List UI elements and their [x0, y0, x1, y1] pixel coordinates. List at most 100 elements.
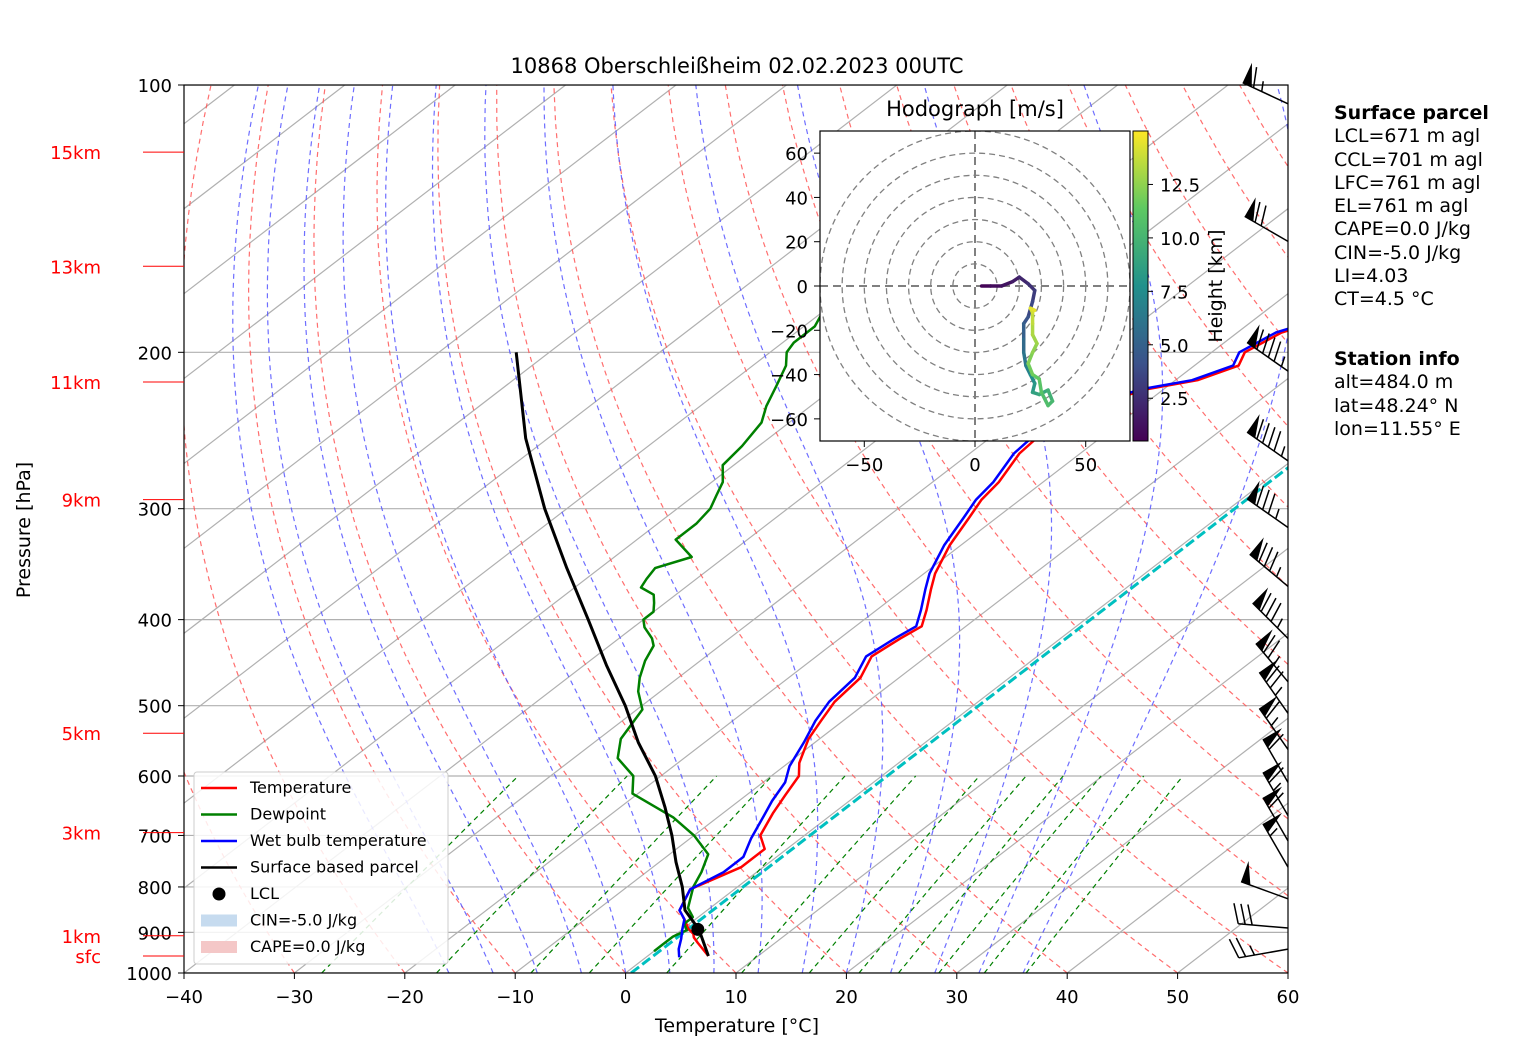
dry-adiabat	[667, 85, 1288, 973]
barb-full	[1247, 904, 1253, 926]
colorbar-tick-label: 10.0	[1160, 229, 1200, 250]
y-tick-label: 200	[138, 343, 172, 364]
legend: Temperature Dewpoint Wet bulb temperature S…	[193, 771, 449, 965]
moist-adiabat	[342, 85, 582, 973]
x-axis-label: Temperature [°C]	[654, 1015, 819, 1037]
height-label: 3km	[62, 824, 101, 845]
barb-full	[1233, 903, 1239, 924]
wind-barb	[1262, 786, 1289, 842]
barb-half	[1260, 81, 1264, 92]
wind-barb	[1246, 480, 1289, 529]
dry-adiabat	[496, 85, 958, 973]
y-tick-label: 400	[138, 611, 172, 632]
x-tick-label: 50	[1166, 987, 1189, 1008]
y-tick-label: 700	[138, 826, 172, 847]
surface-parcel-line: CAPE=0.0 J/kg	[1334, 218, 1471, 241]
isotherm-line	[294, 207, 1288, 973]
hodograph-trace-segment	[1026, 350, 1035, 366]
barb-full	[1256, 418, 1265, 440]
hodograph-title: Hodograph [m/s]	[886, 97, 1064, 121]
wind-barb	[1262, 728, 1289, 783]
reference-isotherm	[630, 465, 1288, 973]
barb-full	[1260, 592, 1272, 612]
surface-parcel-line: EL=761 m agl	[1334, 195, 1469, 218]
moist-adiabat	[695, 85, 884, 973]
barb-full	[1268, 767, 1284, 784]
dry-adiabat	[247, 85, 516, 973]
barb-shaft	[1238, 922, 1289, 929]
y-tick-label: 800	[138, 878, 172, 899]
surface-parcel-line: CCL=701 m agl	[1334, 148, 1483, 171]
mixing-ratio-line	[858, 775, 1027, 973]
y-axis-label: Pressure [hPa]	[13, 462, 35, 598]
barb-half	[1280, 446, 1286, 457]
y-tick-label: 900	[138, 923, 172, 944]
isotherm-line	[184, 85, 456, 295]
station-info-line: alt=484.0 m	[1334, 371, 1454, 394]
dry-adiabat	[953, 85, 1288, 588]
barb-flag	[1252, 587, 1269, 611]
hodograph-trace-segment	[1026, 361, 1035, 377]
x-tick-label: 10	[725, 987, 748, 1008]
mixing-ratio-line	[938, 775, 1102, 973]
barb-flag	[1259, 695, 1278, 717]
barb-half	[1275, 566, 1282, 578]
hodograph-trace-segment	[1030, 288, 1037, 304]
barb-full	[1261, 423, 1270, 444]
barb-full	[1268, 792, 1284, 809]
barb-full	[1258, 542, 1268, 563]
barb-flag	[1244, 197, 1256, 222]
isotherm-line	[1066, 802, 1288, 973]
dry-adiabat	[184, 85, 406, 973]
wind-barb	[1242, 62, 1289, 105]
barb-full	[1267, 493, 1276, 514]
barb-full	[1267, 427, 1276, 448]
hodograph-trace-segment	[1021, 350, 1028, 368]
wind-barb	[1262, 812, 1289, 868]
wind-barb	[1244, 197, 1289, 243]
barb-shaft	[1249, 553, 1289, 587]
barb-full	[1240, 903, 1246, 925]
x-tick-label: 60	[1277, 987, 1300, 1008]
y-tick-label: 300	[138, 500, 172, 521]
x-tick-label: 0	[620, 987, 631, 1008]
barb-half	[1280, 356, 1286, 367]
colorbar-tick-label: 5.0	[1160, 336, 1189, 357]
wet-bulb-temperature-line	[677, 327, 1288, 958]
station-info-line: lat=48.24° N	[1334, 394, 1459, 417]
x-tick-label: −30	[275, 987, 313, 1008]
surface-parcel-line: LI=4.03	[1334, 265, 1409, 288]
barb-shaft	[1246, 498, 1289, 529]
legend-label: Dewpoint	[250, 805, 326, 824]
moist-adiabat	[266, 85, 494, 973]
mixing-ratio-line	[666, 775, 846, 973]
mixing-ratio-line	[741, 775, 917, 973]
x-tick-label: −20	[386, 987, 424, 1008]
barb-full	[1261, 333, 1270, 354]
barb-shaft	[1262, 738, 1289, 783]
wind-barb	[1246, 324, 1289, 372]
barb-flag	[1259, 659, 1278, 681]
station-info-panel: Station info alt=484.0 m lat=48.24° N lo…	[1334, 348, 1461, 441]
legend-swatch	[212, 887, 226, 901]
station-info-title: Station info	[1334, 348, 1460, 370]
mixing-ratio-line	[588, 775, 773, 973]
x-tick-label: 30	[945, 987, 968, 1008]
x-tick-label: 20	[835, 987, 858, 1008]
x-tick-label: −40	[165, 987, 203, 1008]
barb-full	[1263, 547, 1274, 567]
hodograph-y-tick-label: 60	[785, 144, 808, 165]
isotherm-line	[404, 292, 1288, 973]
hodograph-trace-segment	[1039, 390, 1050, 408]
barb-full	[1265, 701, 1280, 719]
mixing-ratio-line	[1025, 775, 1184, 973]
isotherm-line	[184, 85, 677, 465]
hodograph-trace-segment	[1037, 377, 1044, 395]
barb-flag	[1255, 629, 1273, 652]
barb-full	[1268, 733, 1284, 750]
wind-barb	[1262, 761, 1289, 817]
hodograph-x-tick-label: 50	[1074, 455, 1097, 476]
hodograph-y-tick-label: −20	[770, 321, 808, 342]
moist-adiabat	[484, 85, 715, 973]
